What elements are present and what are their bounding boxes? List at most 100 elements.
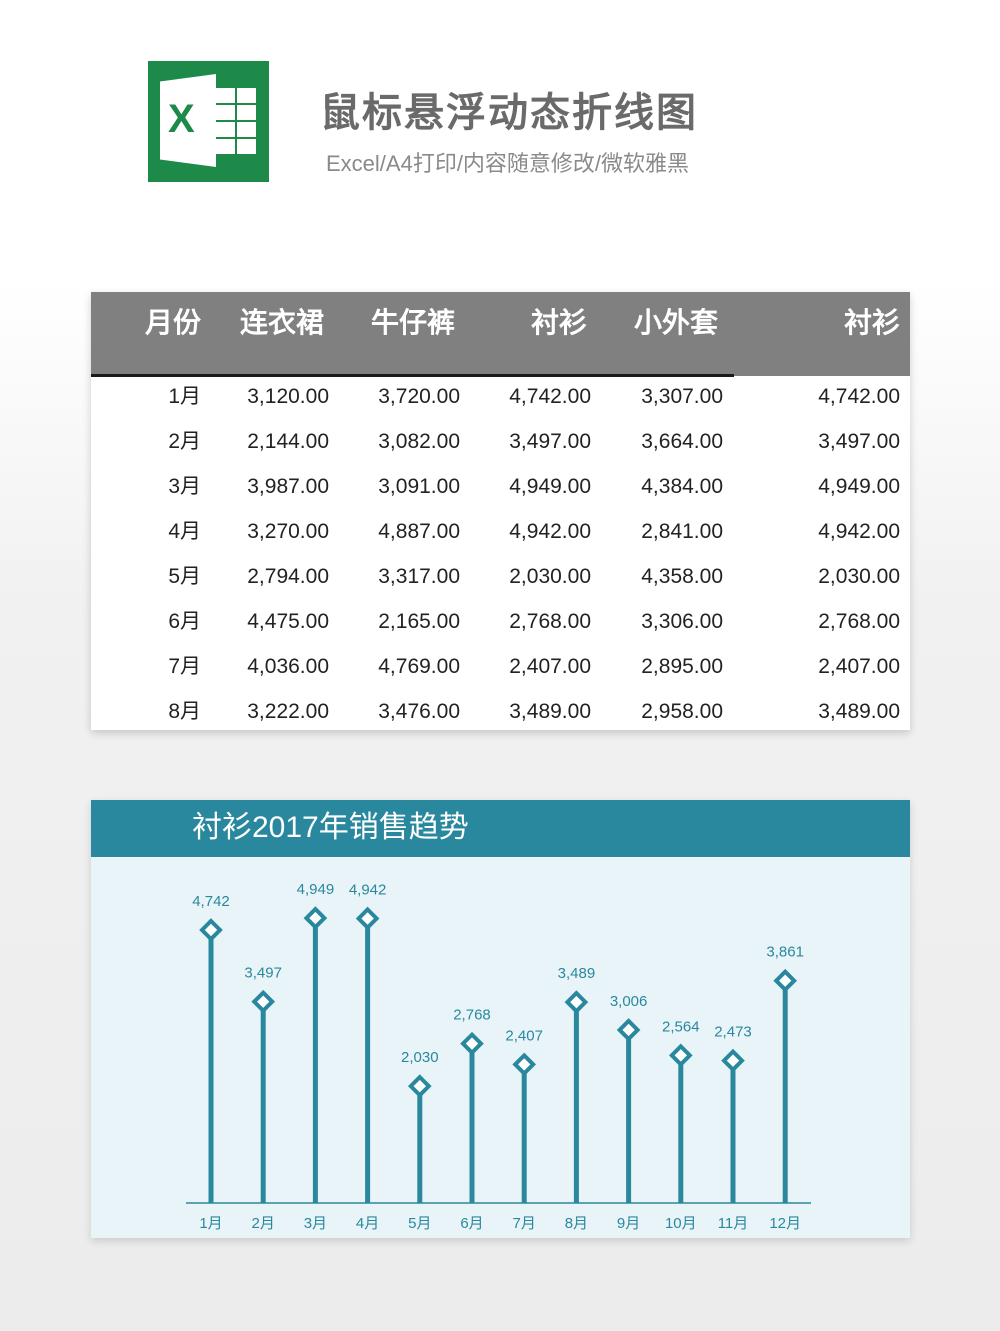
cell-month[interactable]: 6月 <box>168 610 201 633</box>
x-tick-label: 8月 <box>565 1215 588 1232</box>
cell-shirt-selected[interactable]: 4,949.00 <box>818 475 900 498</box>
column-header-dress[interactable]: 连衣裙 <box>239 307 324 338</box>
chart-header: 衬衫2017年销售趋势 <box>91 800 910 857</box>
cell-jeans[interactable]: 3,720.00 <box>378 385 460 408</box>
data-label: 4,942 <box>349 881 387 898</box>
data-point-marker[interactable] <box>773 968 798 993</box>
cell-shirt-selected[interactable]: 2,030.00 <box>818 565 900 588</box>
excel-logo: X <box>148 61 269 182</box>
page-subtitle: Excel/A4打印/内容随意修改/微软雅黑 <box>326 151 690 176</box>
cell-jeans[interactable]: 4,887.00 <box>378 520 460 543</box>
cell-jacket[interactable]: 2,895.00 <box>641 655 723 678</box>
data-point-marker[interactable] <box>303 906 328 930</box>
cell-dress[interactable]: 3,120.00 <box>247 385 329 408</box>
cell-month[interactable]: 4月 <box>168 520 201 543</box>
data-label: 4,742 <box>192 893 230 910</box>
data-point-marker[interactable] <box>668 1043 693 1068</box>
cell-shirt-selected[interactable]: 4,942.00 <box>818 520 900 543</box>
data-point-marker[interactable] <box>199 918 223 942</box>
x-tick-label: 3月 <box>304 1215 327 1232</box>
cell-shirt[interactable]: 4,942.00 <box>509 520 591 543</box>
table-row[interactable]: 3月 3,987.00 3,091.00 4,949.00 4,384.00 4,949.… <box>91 466 910 511</box>
x-tick-label: 5月 <box>408 1215 431 1232</box>
cell-dress[interactable]: 3,222.00 <box>247 700 329 723</box>
cell-jacket[interactable]: 2,958.00 <box>641 700 723 723</box>
cell-month[interactable]: 1月 <box>168 385 201 408</box>
data-point-marker[interactable] <box>355 906 380 931</box>
cell-month[interactable]: 5月 <box>168 565 201 588</box>
column-header-jeans[interactable]: 牛仔裤 <box>370 307 455 338</box>
column-header-jacket[interactable]: 小外套 <box>633 307 718 338</box>
cell-dress[interactable]: 2,794.00 <box>247 565 329 588</box>
cell-shirt-selected[interactable]: 2,768.00 <box>818 610 900 633</box>
table-row[interactable]: 7月 4,036.00 4,769.00 2,407.00 2,895.00 2,407.… <box>91 646 910 691</box>
table-row[interactable]: 5月 2,794.00 3,317.00 2,030.00 4,358.00 2,030.… <box>91 556 910 601</box>
lollipop-chart: 4,742 1月 3,497 2月 4,949 3月 4,942 4月 2,030 5月 2,768… <box>186 881 811 1232</box>
data-label: 2,564 <box>662 1018 700 1035</box>
cell-dress[interactable]: 3,987.00 <box>247 475 329 498</box>
column-header-shirt-selected[interactable]: 衬衫 <box>843 307 900 338</box>
data-label: 2,407 <box>505 1027 543 1044</box>
cell-jacket[interactable]: 4,384.00 <box>641 475 723 498</box>
cell-jeans[interactable]: 4,769.00 <box>378 655 460 678</box>
cell-shirt[interactable]: 4,742.00 <box>509 385 591 408</box>
table-row[interactable]: 2月 2,144.00 3,082.00 3,497.00 3,664.00 3,497.… <box>91 421 910 466</box>
cell-shirt-selected[interactable]: 3,497.00 <box>818 430 900 453</box>
cell-dress[interactable]: 3,270.00 <box>247 520 329 543</box>
cell-jacket[interactable]: 3,307.00 <box>641 385 723 408</box>
data-label: 3,861 <box>766 944 804 961</box>
data-point-marker[interactable] <box>460 1031 484 1056</box>
column-header-shirt[interactable]: 衬衫 <box>530 307 587 338</box>
cell-jeans[interactable]: 3,476.00 <box>378 700 460 723</box>
chart-panel: 衬衫2017年销售趋势 4,742 1月 3,497 2月 4,949 3月 4,942 4月… <box>91 800 910 1238</box>
data-label: 2,030 <box>401 1049 439 1066</box>
cell-jeans[interactable]: 2,165.00 <box>378 610 460 633</box>
excel-logo-letter: X <box>168 97 195 141</box>
column-header-month[interactable]: 月份 <box>144 307 201 338</box>
sales-table: 月份 连衣裙 牛仔裤 衬衫 小外套 衬衫 1月 3,120.00 3,720.00 4… <box>91 292 910 730</box>
cell-shirt[interactable]: 2,407.00 <box>509 655 591 678</box>
table-row[interactable]: 8月 3,222.00 3,476.00 3,489.00 2,958.00 3,489.… <box>91 691 910 736</box>
chart-title: 衬衫2017年销售趋势 <box>192 811 469 844</box>
cell-jacket[interactable]: 4,358.00 <box>641 565 723 588</box>
x-tick-label: 7月 <box>513 1215 536 1232</box>
cell-jacket[interactable]: 3,306.00 <box>641 610 723 633</box>
cell-shirt[interactable]: 4,949.00 <box>509 475 591 498</box>
cell-month[interactable]: 8月 <box>168 700 201 723</box>
cell-shirt[interactable]: 2,768.00 <box>509 610 591 633</box>
cell-dress[interactable]: 4,475.00 <box>247 610 329 633</box>
data-label: 3,489 <box>558 965 596 982</box>
cell-dress[interactable]: 2,144.00 <box>247 430 329 453</box>
data-label: 2,768 <box>453 1007 491 1024</box>
cell-shirt-selected[interactable]: 3,489.00 <box>818 700 900 723</box>
x-tick-label: 9月 <box>617 1215 640 1232</box>
table-row[interactable]: 1月 3,120.00 3,720.00 4,742.00 3,307.00 4,742.… <box>91 376 910 421</box>
cell-jacket[interactable]: 3,664.00 <box>641 430 723 453</box>
data-label: 4,949 <box>297 881 335 898</box>
cell-month[interactable]: 2月 <box>168 430 201 453</box>
data-label: 2,473 <box>714 1024 752 1041</box>
cell-shirt[interactable]: 3,497.00 <box>509 430 591 453</box>
cell-jacket[interactable]: 2,841.00 <box>641 520 723 543</box>
cell-shirt[interactable]: 3,489.00 <box>509 700 591 723</box>
data-point-marker[interactable] <box>251 989 276 1014</box>
cell-month[interactable]: 7月 <box>168 655 201 678</box>
table-row[interactable]: 6月 4,475.00 2,165.00 2,768.00 3,306.00 2,768.… <box>91 601 910 646</box>
data-point-marker[interactable] <box>616 1018 641 1042</box>
table-row[interactable]: 4月 3,270.00 4,887.00 4,942.00 2,841.00 4,942.… <box>91 511 910 556</box>
page-title: 鼠标悬浮动态折线图 <box>320 91 698 135</box>
data-point-marker[interactable] <box>564 990 589 1014</box>
cell-shirt[interactable]: 2,030.00 <box>509 565 591 588</box>
data-point-marker[interactable] <box>512 1052 537 1077</box>
cell-shirt-selected[interactable]: 4,742.00 <box>818 385 900 408</box>
cell-shirt-selected[interactable]: 2,407.00 <box>818 655 900 678</box>
cell-month[interactable]: 3月 <box>168 475 201 498</box>
cell-dress[interactable]: 4,036.00 <box>247 655 329 678</box>
data-label: 3,497 <box>244 965 282 982</box>
cell-jeans[interactable]: 3,091.00 <box>378 475 460 498</box>
cell-jeans[interactable]: 3,317.00 <box>378 565 460 588</box>
data-point-marker[interactable] <box>407 1074 432 1098</box>
cell-jeans[interactable]: 3,082.00 <box>378 430 460 453</box>
x-tick-label: 12月 <box>769 1215 801 1232</box>
data-point-marker[interactable] <box>721 1048 745 1073</box>
